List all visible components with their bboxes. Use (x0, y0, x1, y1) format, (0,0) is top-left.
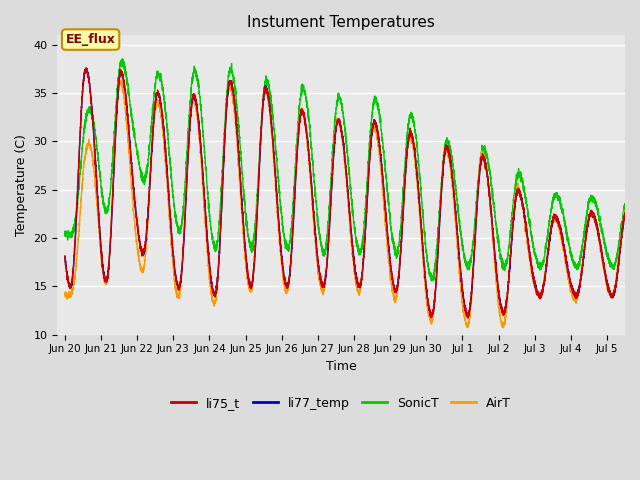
SonicT (163, 125, 171, 131)
li75_t (61, 253, 68, 259)
li75_t (479, 152, 487, 158)
SonicT (397, 226, 404, 232)
li75_t (464, 315, 472, 321)
AirT (61, 289, 68, 295)
Title: Instument Temperatures: Instument Temperatures (247, 15, 435, 30)
Line: li75_t: li75_t (65, 68, 625, 318)
li75_t (83, 65, 90, 71)
AirT (116, 77, 124, 83)
li77_temp (621, 210, 629, 216)
SonicT (275, 184, 283, 190)
li77_temp (163, 163, 171, 168)
li75_t (397, 243, 404, 249)
AirT (522, 223, 529, 229)
li77_temp (275, 221, 283, 227)
li77_temp (426, 306, 433, 312)
SonicT (621, 203, 629, 209)
li77_temp (397, 246, 404, 252)
SonicT (428, 278, 435, 284)
Text: EE_flux: EE_flux (66, 33, 116, 46)
SonicT (479, 144, 487, 150)
li77_temp (83, 66, 91, 72)
AirT (499, 325, 507, 331)
Y-axis label: Temperature (C): Temperature (C) (15, 134, 28, 236)
li75_t (426, 307, 433, 312)
SonicT (426, 268, 433, 274)
li77_temp (464, 314, 472, 320)
Line: SonicT: SonicT (65, 59, 625, 281)
SonicT (522, 198, 529, 204)
li77_temp (61, 253, 68, 259)
X-axis label: Time: Time (326, 360, 356, 373)
SonicT (61, 232, 68, 238)
li75_t (275, 228, 283, 233)
AirT (621, 210, 629, 216)
li75_t (621, 210, 629, 216)
Legend: li75_t, li77_temp, SonicT, AirT: li75_t, li77_temp, SonicT, AirT (166, 392, 516, 415)
AirT (275, 230, 283, 236)
AirT (397, 245, 404, 251)
Line: li77_temp: li77_temp (65, 69, 625, 317)
li75_t (163, 164, 171, 169)
SonicT (118, 56, 126, 62)
li77_temp (479, 153, 487, 159)
Line: AirT: AirT (65, 80, 625, 328)
AirT (163, 178, 171, 184)
AirT (479, 150, 487, 156)
li75_t (522, 223, 529, 228)
li77_temp (522, 221, 529, 227)
AirT (426, 312, 433, 317)
